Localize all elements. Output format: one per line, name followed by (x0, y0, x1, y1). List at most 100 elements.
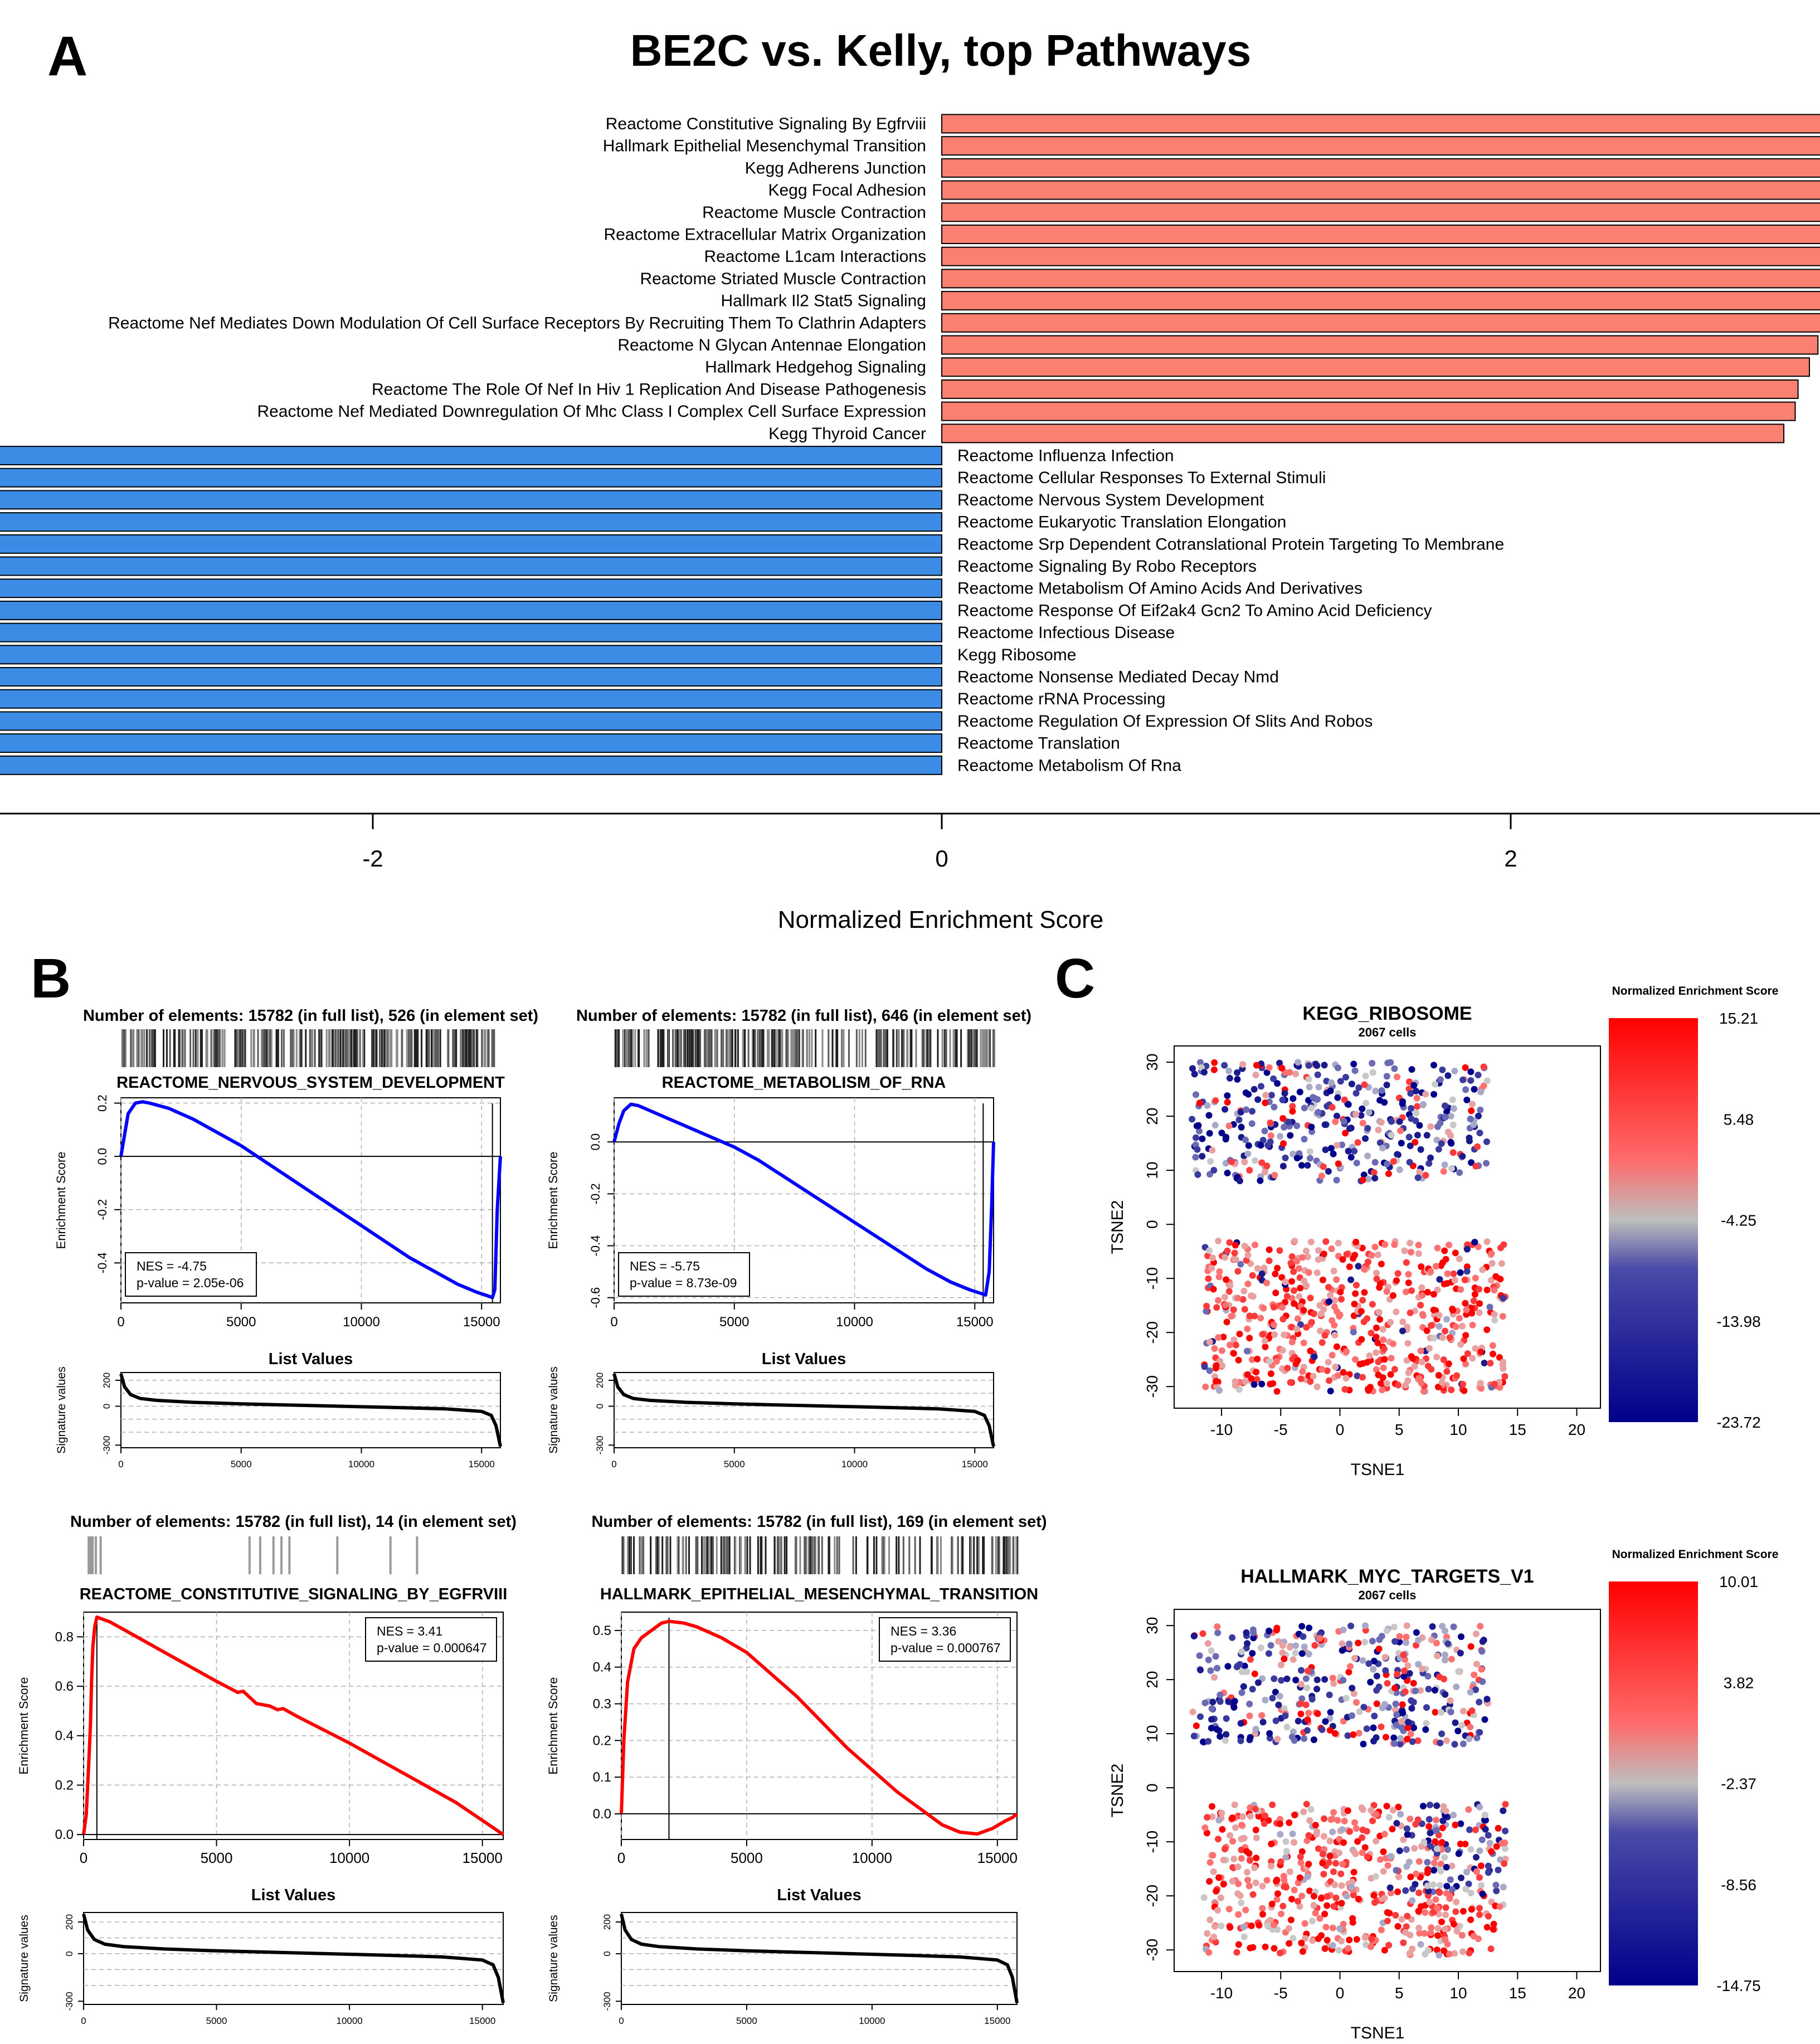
barcode-line (239, 1029, 241, 1067)
barcode-line (911, 1029, 913, 1067)
barcode-line (700, 1536, 703, 1574)
cell-point (1418, 1263, 1425, 1271)
cell-point (1208, 1716, 1215, 1723)
cell-point (1463, 1096, 1471, 1103)
cell-point (1301, 1735, 1308, 1742)
cell-point (1492, 1881, 1500, 1889)
cell-point (1449, 1149, 1457, 1156)
cell-point (1406, 1670, 1413, 1677)
barcode-line (356, 1029, 358, 1067)
cell-point (1303, 1837, 1311, 1845)
cell-point (1381, 1701, 1388, 1708)
cell-point (1404, 1912, 1411, 1920)
barcode-line (831, 1029, 834, 1067)
cell-point (1269, 1695, 1276, 1702)
cell-point (1225, 1067, 1233, 1074)
cell-point (1343, 1348, 1350, 1355)
cell-point (1286, 1643, 1293, 1651)
cell-point (1277, 1949, 1284, 1957)
barcode-line (338, 1029, 340, 1067)
cell-point (1437, 1860, 1444, 1867)
cell-point (1364, 1152, 1371, 1160)
cell-point (1329, 1924, 1336, 1931)
barcode-line (928, 1029, 931, 1067)
cell-point (1245, 1882, 1253, 1890)
barcode-line (678, 1536, 680, 1574)
cell-point (1257, 1315, 1264, 1322)
barcode-line (189, 1029, 192, 1067)
cell-point (1434, 1845, 1441, 1852)
scatter-x-tick-label: 5 (1395, 1421, 1404, 1438)
barcode-line (331, 1029, 333, 1067)
cell-point (1374, 1339, 1381, 1346)
barcode-line (986, 1029, 988, 1067)
nes-value: NES = -5.75 (630, 1259, 700, 1273)
cell-point (1442, 1911, 1449, 1919)
barcode-line (362, 1029, 364, 1067)
barcode-line (163, 1029, 165, 1067)
barcode-line (632, 1029, 634, 1067)
cell-point (1314, 1710, 1321, 1717)
barcode-line (390, 1029, 392, 1067)
gsea-header: Number of elements: 15782 (in full list)… (83, 1007, 538, 1025)
cell-point (1427, 1829, 1434, 1837)
cell-point (1301, 1136, 1308, 1143)
cell-point (1406, 1159, 1413, 1166)
cell-point (1439, 1334, 1446, 1341)
cell-point (1371, 1175, 1379, 1182)
cell-point (1292, 1676, 1300, 1683)
cell-point (1499, 1313, 1506, 1320)
cell-point (1340, 1118, 1347, 1125)
es-x-tick-label: 15000 (463, 1315, 500, 1330)
cell-point (1354, 1838, 1361, 1845)
cell-point (1206, 1247, 1213, 1254)
cell-point (1368, 1807, 1375, 1814)
cell-point (1203, 1308, 1210, 1315)
cell-point (1441, 1161, 1448, 1169)
cell-point (1226, 1074, 1233, 1082)
cell-point (1355, 1263, 1362, 1270)
barcode-line (427, 1029, 429, 1067)
cell-point (1389, 1807, 1396, 1814)
cell-point (1356, 1708, 1363, 1715)
cell-point (1303, 1800, 1310, 1808)
cell-point (1470, 1297, 1477, 1305)
cell-point (1393, 1711, 1400, 1719)
cell-point (1310, 1094, 1317, 1101)
barcode-line (726, 1536, 728, 1574)
cell-point (1335, 1160, 1342, 1167)
cell-point (1209, 1803, 1215, 1810)
cell-point (1370, 1892, 1378, 1899)
barcode-line (768, 1029, 770, 1067)
cell-point (1448, 1656, 1455, 1663)
scatter-x-tick-label: -5 (1274, 1421, 1288, 1438)
cell-point (1449, 1886, 1456, 1893)
cell-point (1263, 1162, 1271, 1170)
cell-point (1452, 1249, 1459, 1257)
cell-point (1404, 1735, 1411, 1743)
cell-point (1276, 1247, 1283, 1254)
cell-point (1447, 1876, 1454, 1884)
cell-point (1216, 1357, 1223, 1365)
barcode-line (961, 1536, 963, 1574)
es-y-tick-label: 0.0 (593, 1807, 611, 1822)
cell-point (1321, 1121, 1328, 1128)
cell-point (1415, 1637, 1422, 1644)
cell-point (1204, 1814, 1211, 1821)
cell-point (1322, 1146, 1329, 1154)
cell-point (1208, 1725, 1215, 1732)
signature-x-tick-label: 5000 (231, 1459, 252, 1469)
cell-point (1326, 1837, 1334, 1845)
cell-point (1232, 1824, 1239, 1831)
cell-point (1307, 1238, 1315, 1245)
cell-point (1483, 1696, 1491, 1703)
cell-point (1408, 1287, 1415, 1294)
signature-x-tick-label: 10000 (348, 1459, 374, 1469)
bar (0, 446, 942, 465)
cell-point (1465, 1880, 1472, 1887)
cell-point (1235, 1880, 1242, 1887)
cell-point (1475, 1072, 1482, 1079)
es-y-tick-label: 0.1 (593, 1770, 611, 1785)
cell-point (1285, 1118, 1292, 1126)
barcode-line (178, 1029, 180, 1067)
